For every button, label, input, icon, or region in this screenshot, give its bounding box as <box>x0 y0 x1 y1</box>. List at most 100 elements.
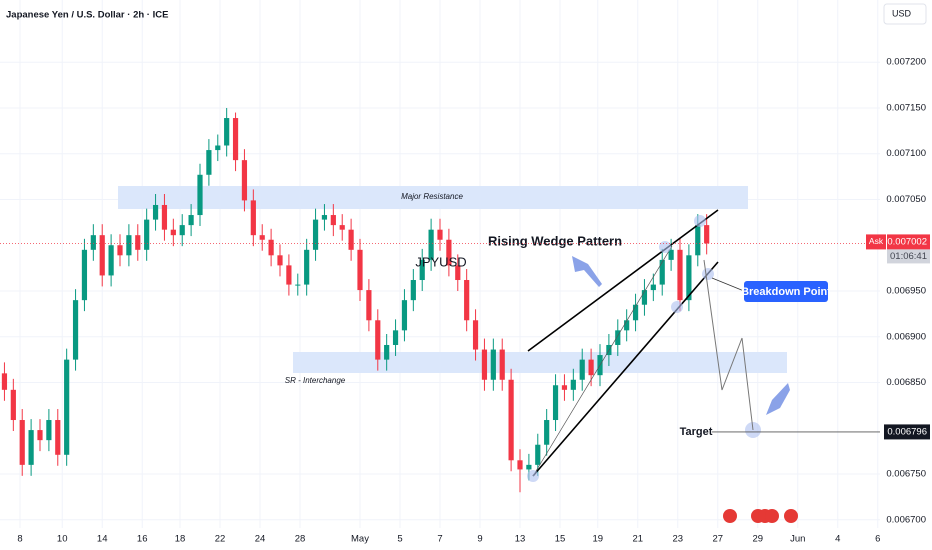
y-tick-label: 0.007050 <box>886 194 926 205</box>
candle-body <box>677 249 683 301</box>
x-tick-label: May <box>351 534 369 545</box>
x-tick-label: 14 <box>97 534 108 545</box>
candle-body <box>250 200 256 236</box>
candle-body <box>481 349 488 380</box>
candle-body <box>268 239 274 256</box>
x-tick-label: 15 <box>555 534 566 545</box>
candle-body <box>535 444 541 465</box>
candle-body <box>215 145 221 151</box>
x-tick-label: 4 <box>835 534 840 545</box>
candle-body <box>437 229 443 240</box>
price-axis <box>880 0 932 550</box>
candle-body <box>37 430 43 441</box>
candle-body <box>152 204 159 220</box>
wedge <box>527 209 719 477</box>
candle-body <box>517 460 523 470</box>
x-tick-label: 24 <box>255 534 266 545</box>
candle-body <box>241 160 248 201</box>
candle-body <box>1 373 8 390</box>
candle-body <box>570 379 576 390</box>
arrow <box>766 383 790 415</box>
candle-body <box>615 330 621 345</box>
candle-body <box>321 215 328 220</box>
candle-body <box>686 255 692 301</box>
sr-label: SR - Interchange <box>285 376 346 385</box>
candle-body <box>179 225 185 236</box>
y-tick-label: 0.006700 <box>886 514 926 525</box>
countdown-label: 01:06:41 <box>890 251 927 262</box>
candle-body <box>295 284 301 286</box>
candle-body <box>401 300 408 331</box>
candle-body <box>10 389 16 421</box>
resistance-label: Major Resistance <box>401 192 463 201</box>
candle-body <box>641 290 648 305</box>
candle-body <box>357 249 363 291</box>
flag-icon <box>765 509 779 523</box>
candle-body <box>668 249 674 260</box>
x-tick-label: 27 <box>712 534 723 545</box>
candle-body <box>99 235 105 276</box>
ask-box <box>866 234 886 250</box>
candle-body <box>650 284 656 291</box>
candle-body <box>188 215 194 226</box>
candle-body <box>526 464 532 470</box>
candle-body <box>46 420 52 441</box>
x-tick-label: 6 <box>875 534 880 545</box>
flags <box>723 509 798 523</box>
candle-body <box>206 150 212 175</box>
flag-icon <box>784 509 798 523</box>
marker <box>659 241 671 253</box>
x-tick-label: 18 <box>175 534 186 545</box>
markers <box>527 215 761 482</box>
x-tick-label: 10 <box>57 534 68 545</box>
candle-body <box>286 265 292 285</box>
y-tick-label: 0.007100 <box>886 148 926 159</box>
x-tick-label: 16 <box>137 534 148 545</box>
x-tick-label: Jun <box>790 534 805 545</box>
candle-body <box>561 385 568 390</box>
candle-body <box>312 219 319 250</box>
candle-body <box>472 320 479 350</box>
x-tick-label: 21 <box>632 534 643 545</box>
candle-body <box>135 235 141 250</box>
candle-body <box>419 259 425 281</box>
marker <box>527 470 539 482</box>
candle-body <box>170 229 176 236</box>
candle-body <box>19 420 25 465</box>
candle-body <box>72 300 79 360</box>
candle-body <box>232 118 239 161</box>
candle-body <box>90 235 96 250</box>
x-tick-label: 19 <box>592 534 603 545</box>
candle-body <box>108 245 114 276</box>
wedge-lower <box>532 261 719 477</box>
candle-body <box>330 215 336 226</box>
candle-body <box>384 344 390 360</box>
marker <box>694 215 706 227</box>
candle-body <box>28 430 34 465</box>
y-tick-label: 0.006900 <box>886 331 926 342</box>
candle-body <box>428 229 434 260</box>
resistance-zone <box>118 186 748 209</box>
wedge-upper <box>527 209 719 352</box>
x-tick-label: 5 <box>397 534 402 545</box>
candle-body <box>588 359 594 376</box>
candle-body <box>55 420 61 455</box>
candle-body <box>552 385 559 421</box>
candle-body <box>632 304 639 321</box>
candle-body <box>126 235 132 256</box>
candle-body <box>375 320 381 360</box>
x-tick-label: 9 <box>477 534 482 545</box>
candle-body <box>161 204 168 230</box>
candle-body <box>508 379 514 461</box>
candle-body <box>624 320 630 331</box>
candle-body <box>277 255 283 266</box>
candle-body <box>464 280 470 321</box>
candle-body <box>446 239 452 266</box>
x-tick-label: 13 <box>515 534 526 545</box>
candle-body <box>117 245 123 256</box>
candle-body <box>144 219 150 250</box>
countdown-box <box>887 249 930 264</box>
price-box <box>887 234 930 250</box>
